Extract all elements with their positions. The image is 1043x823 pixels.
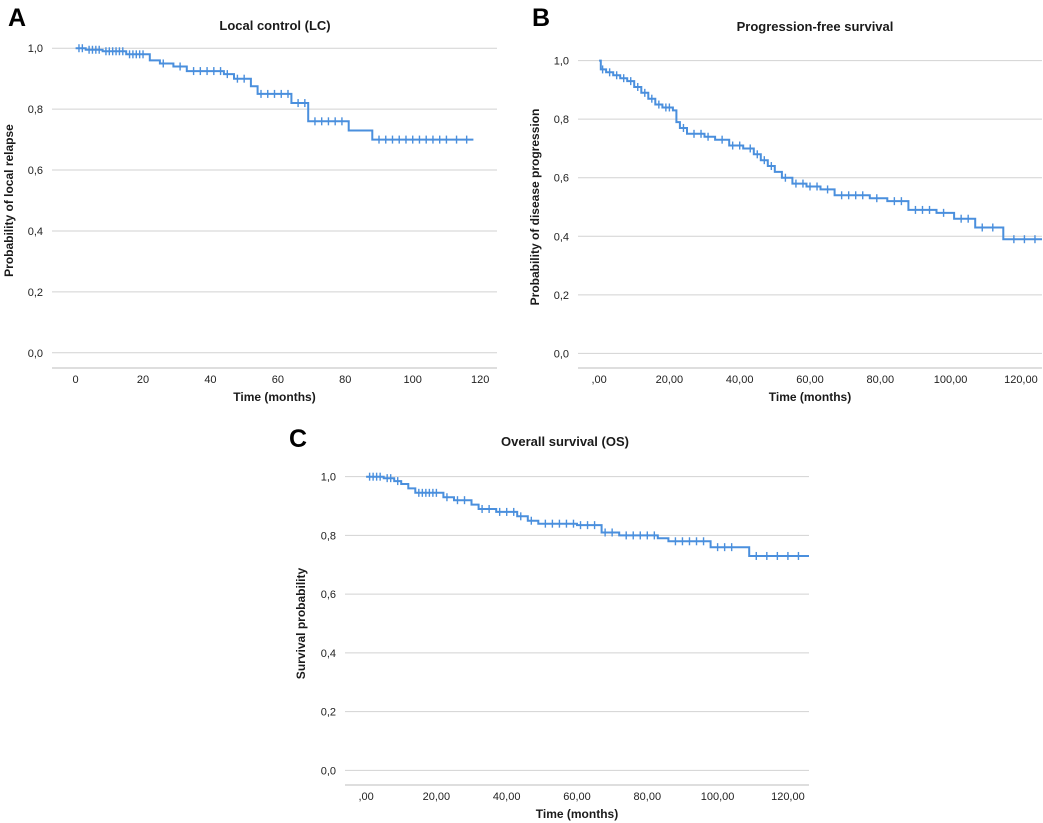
x-tick-label: 100,00 — [934, 374, 968, 386]
x-tick-label: 60,00 — [796, 374, 824, 386]
y-tick-label: 0,2 — [28, 287, 43, 299]
y-tick-label: 0,8 — [321, 530, 336, 542]
y-tick-label: 1,0 — [321, 472, 336, 484]
y-tick-label: 1,0 — [554, 56, 569, 68]
y-tick-label: 0,0 — [28, 348, 43, 360]
x-tick-label: 20,00 — [656, 374, 684, 386]
y-tick-label: 0,4 — [321, 648, 336, 660]
x-tick-label: 80,00 — [634, 791, 662, 803]
y-tick-label: 0,4 — [28, 226, 43, 238]
y-tick-label: 0,2 — [554, 290, 569, 302]
x-tick-label: 20,00 — [423, 791, 451, 803]
x-tick-label: 0 — [73, 374, 79, 386]
km-curve-os — [366, 475, 809, 557]
y-tick-label: 0,0 — [321, 765, 336, 777]
x-tick-label: 60 — [272, 374, 284, 386]
km-curve-pfs — [599, 59, 1042, 241]
x-tick-label: 120,00 — [771, 791, 805, 803]
x-tick-label: 60,00 — [563, 791, 591, 803]
y-tick-label: 0,8 — [554, 114, 569, 126]
km-curve-lc — [75, 47, 474, 141]
panel-c: C Overall survival (OS) 0,0 0,2 0,4 0,6 0,8 1,0… — [289, 425, 809, 821]
x-tick-label: 40,00 — [493, 791, 521, 803]
x-tick-label: ,00 — [591, 374, 606, 386]
y-tick-label: 0,6 — [554, 173, 569, 185]
x-tick-label: ,00 — [358, 791, 373, 803]
panel-b: B Progression-free survival 0,0 0,2 0,4 0,6 0,… — [528, 4, 1042, 404]
x-tick-label: 40 — [204, 374, 216, 386]
panel-letter: A — [8, 4, 26, 32]
panel-letter: C — [289, 425, 307, 453]
y-tick-label: 1,0 — [28, 43, 43, 55]
chart-title: Local control (LC) — [219, 18, 330, 33]
x-tick-label: 120,00 — [1004, 374, 1038, 386]
y-tick-label: 0,6 — [321, 589, 336, 601]
y-axis-title: Probability of local relapse — [2, 124, 16, 277]
y-tick-label: 0,4 — [554, 231, 569, 243]
panel-letter: B — [532, 4, 550, 32]
y-axis-title: Probability of disease progression — [528, 109, 542, 306]
x-tick-label: 100 — [404, 374, 422, 386]
x-tick-label: 120 — [471, 374, 489, 386]
y-tick-label: 0,2 — [321, 707, 336, 719]
y-tick-label: 0,6 — [28, 165, 43, 177]
x-axis-title: Time (months) — [233, 390, 315, 404]
y-axis-title: Survival probability — [294, 567, 308, 679]
panel-a: A Local control (LC) 0,0 0,2 0,4 0,6 0,8 1,0 0 20… — [2, 4, 497, 404]
x-tick-label: 100,00 — [701, 791, 735, 803]
x-tick-label: 20 — [137, 374, 149, 386]
x-axis-title: Time (months) — [769, 390, 851, 404]
x-axis-title: Time (months) — [536, 807, 618, 821]
x-tick-label: 80 — [339, 374, 351, 386]
chart-title: Progression-free survival — [737, 19, 894, 34]
x-tick-label: 80,00 — [867, 374, 895, 386]
x-tick-label: 40,00 — [726, 374, 754, 386]
y-tick-label: 0,0 — [554, 348, 569, 360]
y-tick-label: 0,8 — [28, 104, 43, 116]
chart-title: Overall survival (OS) — [501, 434, 629, 449]
